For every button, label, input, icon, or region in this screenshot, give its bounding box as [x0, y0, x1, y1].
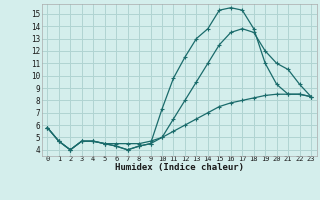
X-axis label: Humidex (Indice chaleur): Humidex (Indice chaleur)	[115, 163, 244, 172]
